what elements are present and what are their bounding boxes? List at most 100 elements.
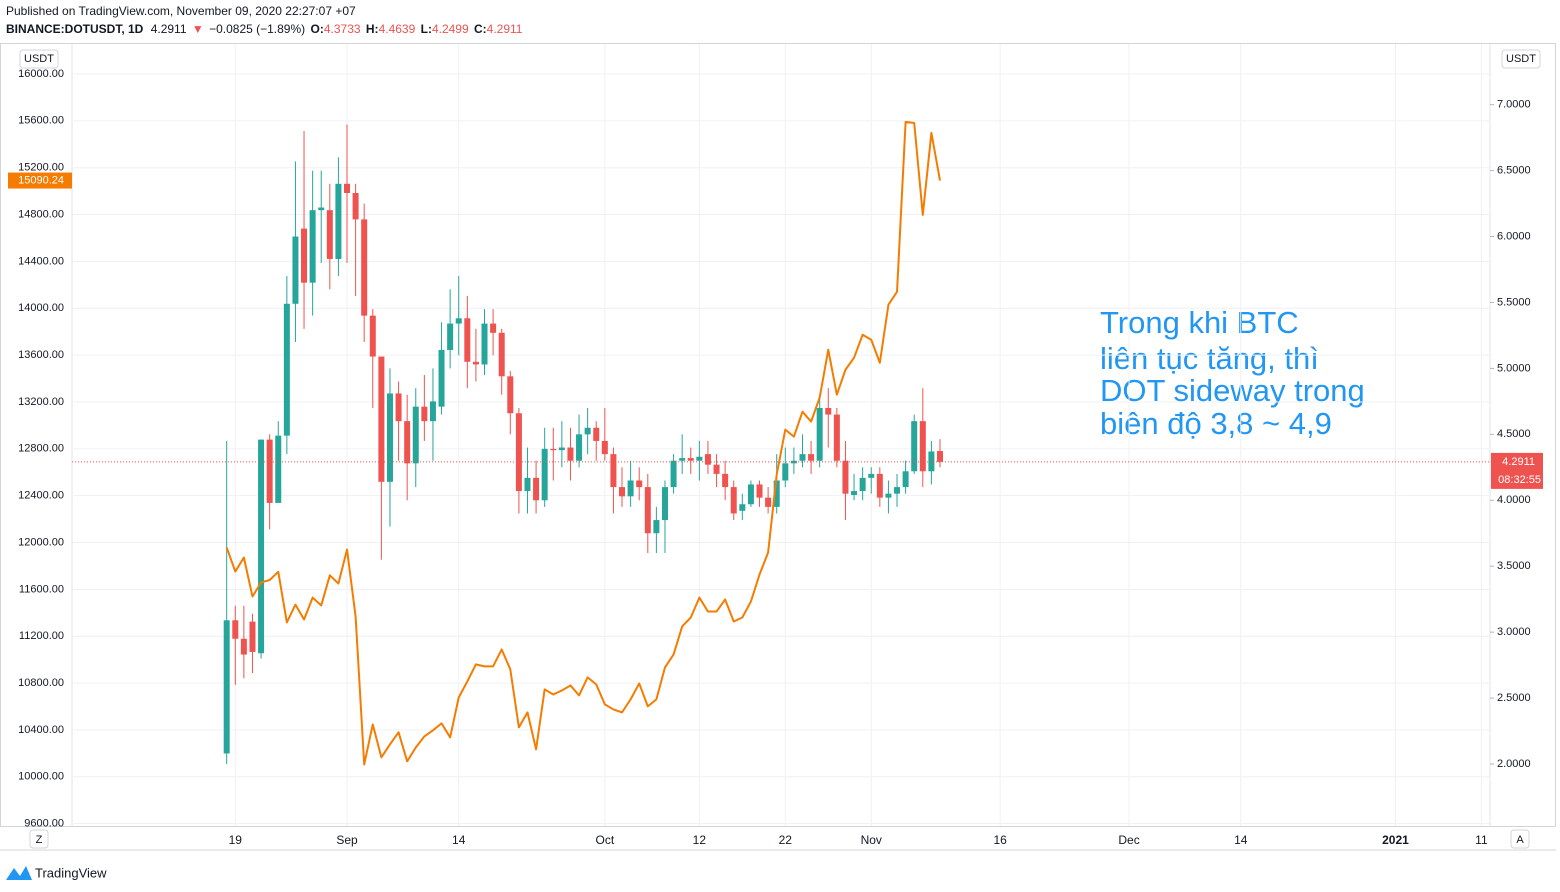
plot: 19 Sep 14 Oct 12 22 Nov 16 Dec 14 2021 11 9600.00 100… — [8, 44, 1543, 847]
candle-body — [722, 473, 729, 488]
y-tick-label: 11200.00 — [19, 630, 64, 642]
candle-body — [447, 323, 454, 350]
annotation-line: biên độ 3,8 ~ 4,9 — [1100, 406, 1332, 441]
change-arrow: ▼ — [192, 22, 204, 36]
y2-tick-label: 6.5000 — [1497, 165, 1531, 177]
candle-body — [464, 318, 471, 362]
candle-body — [747, 484, 754, 505]
x-tick-label: 12 — [693, 833, 707, 847]
symbol: BINANCE:DOTUSDT, 1D — [6, 22, 144, 36]
candle-body — [704, 454, 711, 465]
candle-body — [369, 315, 376, 357]
candle-body — [894, 487, 901, 494]
candle-body — [550, 448, 557, 451]
y2-tick-label: 6.0000 — [1497, 230, 1531, 242]
annotation-line: liên tục tăng, thì — [1100, 341, 1319, 376]
y-tick-label: 12800.00 — [18, 443, 64, 455]
candle-body — [472, 361, 479, 365]
candle-body — [713, 464, 720, 474]
candle-body — [275, 435, 282, 503]
candle-body — [429, 401, 436, 422]
candle-body — [765, 497, 772, 507]
annotation-line: DOT sideway trong — [1100, 373, 1365, 408]
line-price-badge — [8, 172, 72, 189]
candle-body — [868, 473, 875, 478]
y2-tick-label: 5.5000 — [1497, 296, 1531, 308]
auto-button[interactable] — [1510, 829, 1530, 849]
high-label: H: — [366, 22, 379, 36]
y-tick-label: 14000.00 — [18, 302, 64, 314]
x-tick-label: 2021 — [1382, 833, 1409, 847]
candle-body — [619, 487, 626, 497]
candle-body — [533, 477, 540, 501]
x-tick-label: 22 — [779, 833, 793, 847]
brand: TradingView — [35, 865, 107, 880]
candle-body — [687, 458, 694, 461]
candle-body — [885, 493, 892, 498]
candle-body — [601, 440, 608, 455]
candle-body — [825, 407, 832, 415]
x-tick-label: 16 — [993, 833, 1007, 847]
candle-body — [481, 323, 488, 365]
y2-tick-label: 4.0000 — [1497, 494, 1531, 506]
y2-tick-label: 2.0000 — [1497, 758, 1531, 770]
y2-tick-label: 7.0000 — [1497, 99, 1531, 111]
candle-body — [584, 427, 591, 435]
candle-body — [936, 451, 943, 462]
y-tick-label: 12000.00 — [18, 536, 64, 548]
price-line — [225, 120, 941, 766]
currency-box-left[interactable] — [19, 49, 59, 69]
y-tick-label: 10000.00 — [18, 771, 64, 783]
candle-body — [876, 473, 883, 498]
candle-body — [438, 349, 445, 407]
candle-body — [490, 323, 497, 333]
zoom-button[interactable] — [29, 829, 49, 849]
y-tick-label: 13200.00 — [18, 396, 64, 408]
currency-box-right[interactable] — [1501, 49, 1541, 69]
y-tick-label: 15200.00 — [18, 162, 64, 174]
y-tick-label: 14800.00 — [18, 208, 64, 220]
open-label: O: — [311, 22, 324, 36]
candle-body — [223, 620, 230, 754]
y2-tick-label: 3.0000 — [1497, 626, 1531, 638]
symbol-line: BINANCE:DOTUSDT, 1D 4.2911 ▼ −0.0825 (−1… — [6, 22, 523, 36]
candle-body — [524, 477, 531, 492]
x-tick-label: 19 — [229, 833, 243, 847]
candle-body — [283, 303, 290, 436]
candle-body — [240, 638, 247, 655]
candle-body — [361, 219, 368, 316]
candle-body — [842, 460, 849, 494]
currency-right[interactable]: USDT — [1506, 53, 1536, 65]
candle-body — [258, 439, 265, 654]
candle-body — [859, 477, 866, 492]
y2-tick-label: 2.5000 — [1497, 692, 1531, 704]
x-tick-label: 14 — [452, 833, 466, 847]
candle-body — [455, 318, 462, 324]
currency-left[interactable]: USDT — [24, 53, 54, 65]
candle-body — [266, 439, 273, 503]
candle-body — [739, 504, 746, 511]
candle-body — [790, 460, 797, 464]
x-tick-label: Sep — [336, 833, 358, 847]
y2-tick-label: 4.5000 — [1497, 428, 1531, 440]
candle-body — [851, 491, 858, 496]
candle-body — [249, 621, 256, 652]
candle-body — [661, 487, 668, 521]
candle-body — [911, 421, 918, 472]
auto-label[interactable]: A — [1516, 834, 1524, 846]
candle-body — [421, 406, 428, 422]
candle-body — [498, 332, 505, 377]
candle-body — [232, 620, 239, 639]
candle-body — [292, 236, 299, 304]
candle-body — [756, 484, 763, 498]
candle-body — [610, 454, 617, 488]
candle-body — [799, 454, 806, 461]
candle-body — [395, 393, 402, 422]
candle-body — [679, 458, 686, 461]
x-tick-label: 14 — [1234, 833, 1248, 847]
candle-body — [352, 193, 359, 220]
candle-body — [507, 376, 514, 414]
low-label: L: — [421, 22, 432, 36]
zoom-label[interactable]: Z — [36, 834, 43, 846]
y-tick-label: 14400.00 — [18, 255, 64, 267]
